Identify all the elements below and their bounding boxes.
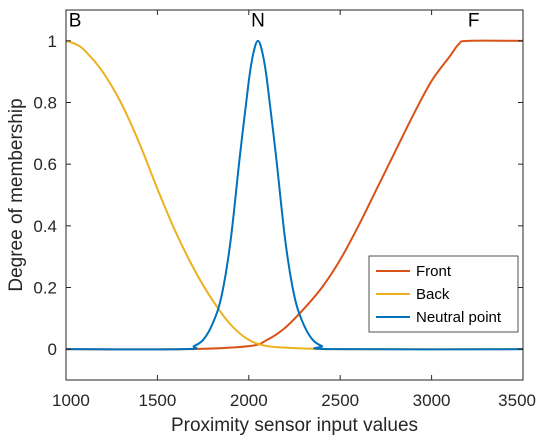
y-tick-label: 0.8	[33, 94, 57, 113]
x-tick-label: 2000	[230, 391, 268, 410]
series-lines	[65, 39, 524, 351]
series-line-front	[65, 39, 524, 351]
curve-label-f: F	[468, 10, 480, 31]
x-tick-label: 1500	[138, 391, 176, 410]
y-tick-label: 0.6	[33, 155, 57, 174]
legend-label-front: Front	[416, 263, 452, 280]
legend-label-neutral-point: Neutral point	[416, 309, 502, 326]
legend: Front Back Neutral point	[368, 255, 519, 333]
y-tick-label: 0.4	[33, 217, 57, 236]
y-axis-label: Degree of membership	[6, 98, 27, 291]
series-line-neutral-point	[65, 39, 524, 351]
y-tick-label: 0	[48, 340, 57, 359]
y-axis-ticks: 0 0.2 0.4 0.6 0.8 1	[33, 32, 523, 359]
y-tick-label: 0.2	[33, 279, 57, 298]
x-tick-label: 1000	[52, 391, 90, 410]
curve-label-b: B	[69, 10, 82, 31]
x-tick-label: 3500	[498, 391, 536, 410]
curve-label-n: N	[251, 10, 265, 31]
plot-frame	[65, 9, 524, 381]
legend-label-back: Back	[416, 286, 450, 303]
y-tick-label: 1	[48, 32, 57, 51]
x-tick-label: 3000	[413, 391, 451, 410]
x-axis-ticks: 1000 1500 2000 2500 3000 3500	[52, 10, 536, 410]
x-tick-label: 2500	[321, 391, 359, 410]
x-axis-label: Proximity sensor input values	[171, 415, 418, 436]
